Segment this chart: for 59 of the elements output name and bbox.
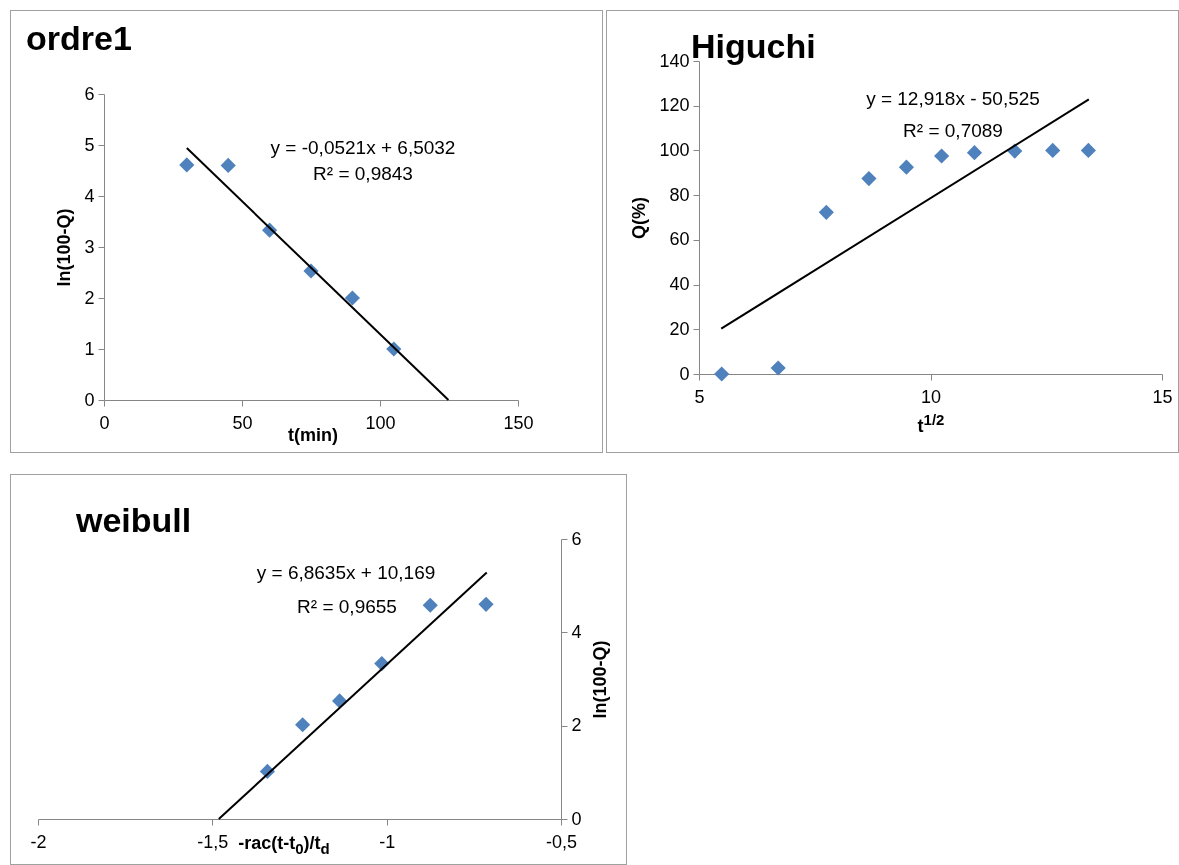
chart-title: weibull	[76, 501, 192, 540]
y-tick-label: 4	[84, 185, 95, 206]
y-tick-label: 20	[669, 318, 690, 339]
point	[1045, 142, 1061, 159]
annotation: y = 12,918x - 50,525	[866, 88, 1040, 109]
x-tick-label: 0	[99, 412, 110, 433]
point	[179, 157, 195, 173]
y-tick-label: 80	[669, 184, 690, 205]
y-tick-label: 100	[659, 139, 690, 160]
point	[714, 366, 730, 382]
x-tick-label: 100	[365, 412, 396, 433]
x-tick-label: 10	[920, 386, 942, 407]
annotation: y = -0,0521x + 6,5032	[270, 137, 456, 158]
point	[478, 596, 494, 612]
x-tick-label: 150	[503, 412, 534, 433]
y-tick-label: 120	[659, 95, 690, 116]
x-tick-label: -1,5	[197, 831, 229, 852]
y-tick-label: 6	[84, 83, 95, 104]
point	[770, 360, 786, 376]
annotation: y = 6,8635x + 10,169	[256, 562, 436, 583]
y-tick-label: 5	[84, 134, 95, 155]
x-tick-label: -0,5	[545, 831, 578, 852]
y-tick-label: 4	[571, 621, 582, 642]
y-axis-title: ln(100-Q)	[54, 208, 75, 287]
point	[295, 717, 311, 733]
chart-title: ordre1	[26, 19, 132, 58]
x-axis-title: -rac(t-t$_{0}$)/t$_{d}$	[238, 833, 330, 857]
chart-title: Higuchi	[691, 27, 816, 66]
y-tick-label: 40	[669, 274, 690, 295]
x-tick-label: -1	[379, 831, 396, 852]
y-tick-label: 6	[571, 528, 582, 549]
x-axis-title: t(min)	[288, 425, 338, 446]
x-tick-label: 50	[232, 412, 253, 433]
y-tick-label: 1	[84, 338, 95, 359]
x-axis-title: t$^{1/2}$	[917, 411, 945, 437]
point	[898, 159, 915, 175]
point	[818, 204, 834, 220]
point	[422, 597, 438, 613]
y-axis-title: ln(100-Q)	[589, 640, 610, 719]
y-tick-label: 0	[679, 363, 690, 384]
point	[1080, 142, 1096, 159]
y-tick-label: 60	[669, 229, 690, 250]
x-tick-label: -2	[30, 831, 47, 852]
point	[220, 157, 236, 173]
x-tick-label: 5	[694, 386, 705, 407]
point	[344, 290, 360, 306]
y-tick-label: 2	[571, 715, 582, 736]
y-tick-label: 140	[659, 50, 690, 71]
annotation: R² = 0,7089	[903, 120, 1003, 141]
point	[966, 145, 983, 161]
annotation: R² = 0,9655	[297, 596, 397, 617]
y-tick-label: 2	[84, 287, 95, 308]
x-tick-label: 15	[1152, 386, 1173, 407]
annotation: R² = 0,9843	[313, 163, 413, 184]
point	[861, 171, 877, 187]
y-tick-label: 3	[84, 236, 95, 257]
y-axis-title: Q(%)	[629, 197, 650, 239]
y-tick-label: 0	[571, 808, 582, 829]
point	[934, 148, 950, 164]
